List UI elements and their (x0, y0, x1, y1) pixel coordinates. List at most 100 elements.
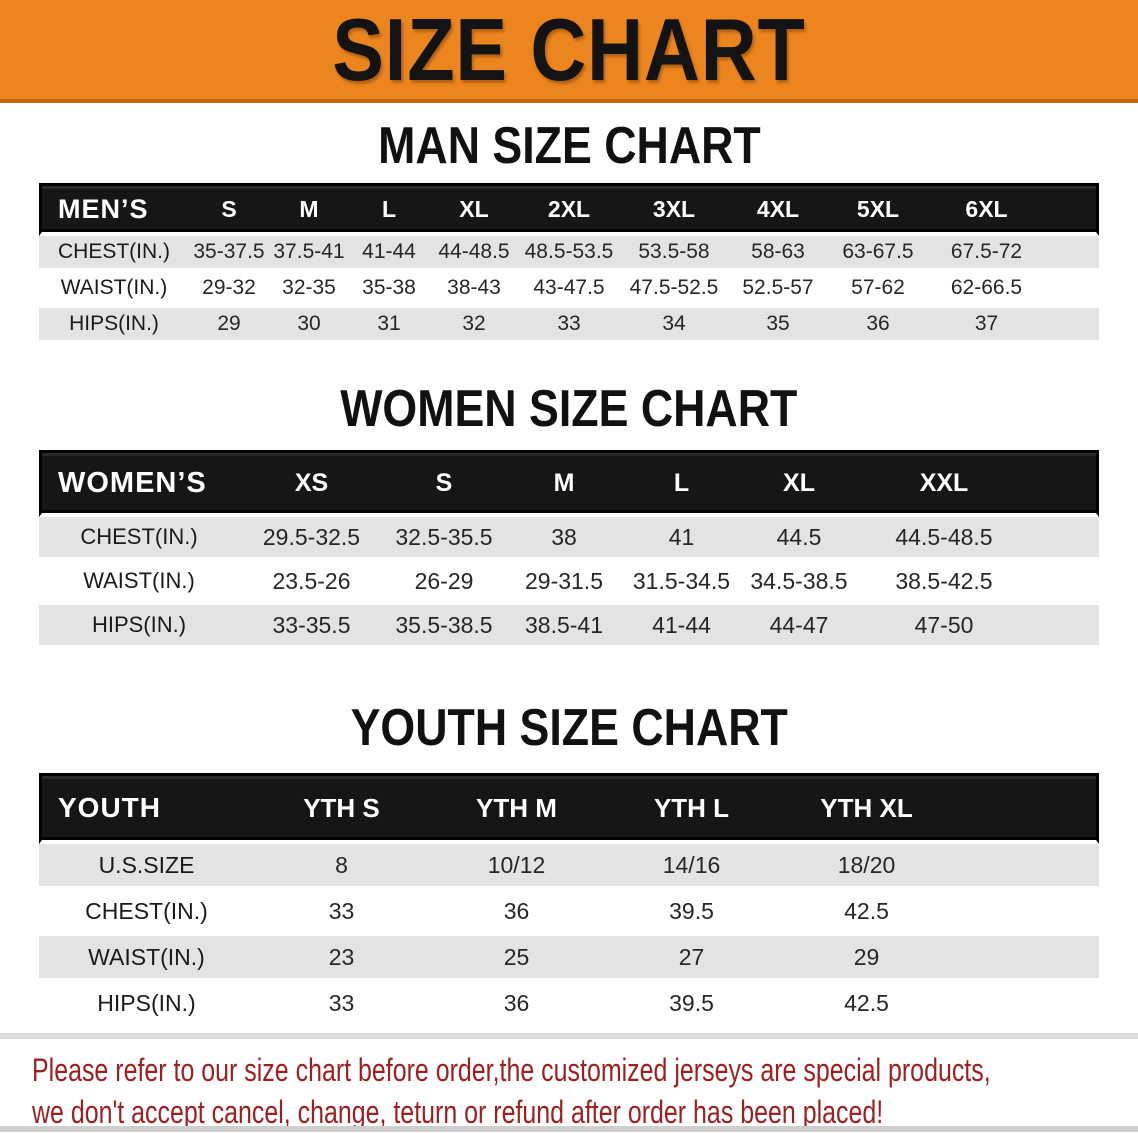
size-cell: 33-35.5 (239, 605, 384, 649)
row-spacer (954, 982, 1099, 1028)
row-label: WAIST(IN.) (39, 561, 239, 605)
size-cell: 27 (604, 936, 779, 982)
row-spacer (954, 890, 1099, 936)
header-spacer (954, 773, 1099, 844)
size-cell: 29.5-32.5 (239, 517, 384, 561)
header-spacer (1029, 450, 1099, 517)
row-spacer (1029, 517, 1099, 561)
column-header: M (504, 450, 624, 517)
row-spacer (1029, 605, 1099, 649)
size-cell: 63-67.5 (827, 236, 929, 272)
column-header: 4XL (729, 183, 827, 236)
size-cell: 42.5 (779, 982, 954, 1028)
divider (0, 1033, 1138, 1039)
size-cell: 32.5-35.5 (384, 517, 504, 561)
size-cell: 29 (779, 936, 954, 982)
row-label: CHEST(IN.) (39, 890, 254, 936)
size-cell: 42.5 (779, 890, 954, 936)
size-cell: 38 (504, 517, 624, 561)
row-spacer (954, 936, 1099, 982)
size-cell: 47-50 (859, 605, 1029, 649)
row-spacer (1029, 561, 1099, 605)
row-spacer (1044, 272, 1099, 308)
size-cell: 41-44 (624, 605, 739, 649)
size-cell: 36 (827, 308, 929, 344)
man-size-chart-heading: MAN SIZE CHART (0, 119, 1138, 173)
size-cell: 38.5-41 (504, 605, 624, 649)
column-header: M (269, 183, 349, 236)
size-cell: 29 (189, 308, 269, 344)
row-label: HIPS(IN.) (39, 308, 189, 344)
size-cell: 35 (729, 308, 827, 344)
womens-size-table: WOMEN’S XS S M L XL XXL CHEST(IN.) 29.5-… (39, 450, 1099, 649)
size-cell: 67.5-72 (929, 236, 1044, 272)
mens-header-row: MEN’S S M L XL 2XL 3XL 4XL 5XL 6XL (39, 183, 1099, 236)
column-header: XL (739, 450, 859, 517)
column-header: 5XL (827, 183, 929, 236)
size-cell: 38-43 (429, 272, 519, 308)
size-cell: 62-66.5 (929, 272, 1044, 308)
table-row: HIPS(IN.) 33-35.5 35.5-38.5 38.5-41 41-4… (39, 605, 1099, 649)
size-cell: 44-47 (739, 605, 859, 649)
column-header: YTH XL (779, 773, 954, 844)
women-size-chart-heading-text: WOMEN SIZE CHART (340, 380, 798, 438)
table-row: HIPS(IN.) 33 36 39.5 42.5 (39, 982, 1099, 1028)
column-header: L (624, 450, 739, 517)
size-cell: 8 (254, 844, 429, 890)
size-cell: 41-44 (349, 236, 429, 272)
size-chart-banner: SIZE CHART (0, 0, 1138, 103)
size-cell: 58-63 (729, 236, 827, 272)
size-cell: 32-35 (269, 272, 349, 308)
row-label: WAIST(IN.) (39, 936, 254, 982)
column-header: S (189, 183, 269, 236)
size-cell: 34.5-38.5 (739, 561, 859, 605)
size-cell: 18/20 (779, 844, 954, 890)
mens-group-label: MEN’S (39, 183, 189, 236)
size-cell: 48.5-53.5 (519, 236, 619, 272)
size-cell: 39.5 (604, 890, 779, 936)
size-cell: 30 (269, 308, 349, 344)
row-label: HIPS(IN.) (39, 605, 239, 649)
women-size-chart-heading: WOMEN SIZE CHART (0, 382, 1138, 436)
size-cell: 39.5 (604, 982, 779, 1028)
size-cell: 31 (349, 308, 429, 344)
disclaimer-text: Please refer to our size chart before or… (32, 1049, 1138, 1133)
size-cell: 33 (254, 890, 429, 936)
size-cell: 35.5-38.5 (384, 605, 504, 649)
size-cell: 31.5-34.5 (624, 561, 739, 605)
column-header: XXL (859, 450, 1029, 517)
size-cell: 53.5-58 (619, 236, 729, 272)
man-size-chart-heading-text: MAN SIZE CHART (377, 117, 761, 175)
row-label: CHEST(IN.) (39, 236, 189, 272)
row-spacer (1044, 308, 1099, 344)
column-header: XL (429, 183, 519, 236)
row-spacer (954, 844, 1099, 890)
mens-size-table: MEN’S S M L XL 2XL 3XL 4XL 5XL 6XL CHEST… (39, 183, 1099, 344)
size-cell: 35-37.5 (189, 236, 269, 272)
youth-size-chart-heading-text: YOUTH SIZE CHART (350, 699, 788, 757)
disclaimer-line-2: we don't accept cancel, change, teturn o… (32, 1094, 884, 1130)
size-cell: 36 (429, 890, 604, 936)
womens-header-row: WOMEN’S XS S M L XL XXL (39, 450, 1099, 517)
column-header: XS (239, 450, 384, 517)
column-header: S (384, 450, 504, 517)
size-cell: 33 (254, 982, 429, 1028)
youth-size-table: YOUTH YTH S YTH M YTH L YTH XL U.S.SIZE … (39, 773, 1099, 1028)
column-header: 2XL (519, 183, 619, 236)
row-label: U.S.SIZE (39, 844, 254, 890)
bottom-divider (0, 1126, 1138, 1132)
size-cell: 37.5-41 (269, 236, 349, 272)
size-cell: 25 (429, 936, 604, 982)
column-header: YTH S (254, 773, 429, 844)
table-row: WAIST(IN.) 23.5-26 26-29 29-31.5 31.5-34… (39, 561, 1099, 605)
column-header: YTH L (604, 773, 779, 844)
table-row: HIPS(IN.) 29 30 31 32 33 34 35 36 37 (39, 308, 1099, 344)
size-cell: 34 (619, 308, 729, 344)
size-cell: 26-29 (384, 561, 504, 605)
size-cell: 23.5-26 (239, 561, 384, 605)
table-row: WAIST(IN.) 23 25 27 29 (39, 936, 1099, 982)
womens-group-label: WOMEN’S (39, 450, 239, 517)
disclaimer-line-1: Please refer to our size chart before or… (32, 1052, 991, 1088)
size-cell: 44.5-48.5 (859, 517, 1029, 561)
size-cell: 29-31.5 (504, 561, 624, 605)
